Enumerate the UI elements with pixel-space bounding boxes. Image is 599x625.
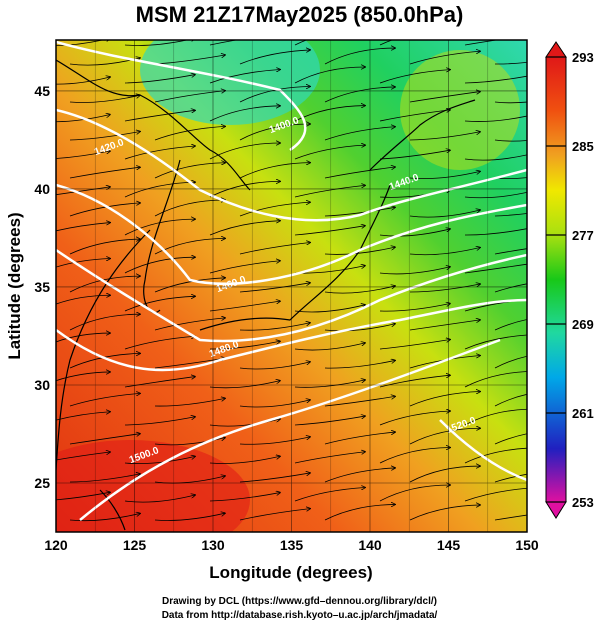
- y-axis-ticks: 25 30 35 40 45: [34, 83, 50, 491]
- height-contours: 1400.01420.01440.01460.01480.01500.01520…: [56, 40, 527, 521]
- lat-lon-grid: [56, 40, 527, 532]
- y-tick-label: 25: [34, 475, 50, 491]
- footer-credit-data: Data from http://database.rish.kyoto–u.a…: [161, 610, 438, 621]
- x-tick-label: 145: [437, 537, 461, 553]
- x-tick-label: 140: [358, 537, 382, 553]
- colorbar-label: 253: [572, 495, 594, 510]
- x-axis-ticks: 120 125 130 135 140 145 150: [44, 537, 539, 553]
- y-axis-label: Latitude (degrees): [5, 212, 24, 359]
- x-tick-label: 150: [515, 537, 539, 553]
- plot-frame: [55, 39, 528, 533]
- colorbar-label: 261: [572, 406, 594, 421]
- x-tick-label: 130: [201, 537, 225, 553]
- y-tick-label: 35: [34, 279, 50, 295]
- colorbar-label: 277: [572, 228, 594, 243]
- y-tick-label: 30: [34, 377, 50, 393]
- y-tick-label: 40: [34, 181, 50, 197]
- colorbar-label: 269: [572, 317, 594, 332]
- colorbar-label: 293: [572, 50, 594, 65]
- x-axis-label: Longitude (degrees): [209, 563, 372, 582]
- footer-credit-drawing: Drawing by DCL (https://www.gfd–dennou.o…: [161, 596, 437, 607]
- x-tick-label: 135: [280, 537, 304, 553]
- colorbar: 293 285 277 269 261 253: [545, 41, 594, 519]
- map-title: MSM 21Z17May2025 (850.0hPa): [135, 2, 464, 27]
- temperature-field: 1400.01420.01440.01460.01480.01500.01520…: [56, 40, 527, 532]
- colorbar-label: 285: [572, 139, 594, 154]
- y-tick-label: 45: [34, 83, 50, 99]
- x-tick-label: 120: [44, 537, 68, 553]
- x-tick-label: 125: [123, 537, 147, 553]
